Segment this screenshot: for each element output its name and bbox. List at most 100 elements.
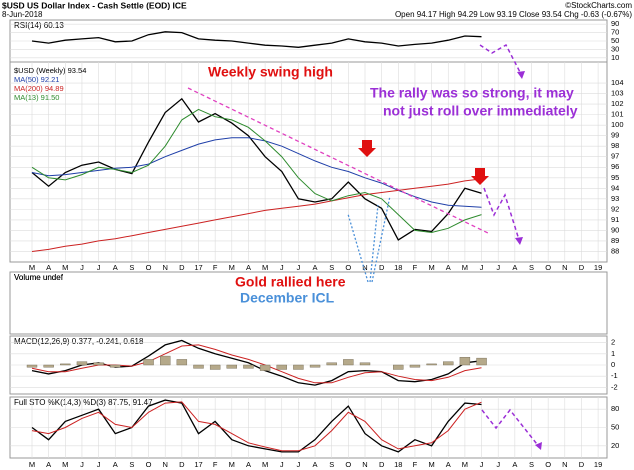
x-tick-label: M	[62, 263, 68, 272]
projection	[483, 187, 521, 244]
series-line	[31, 344, 482, 384]
x-tick-label: A	[446, 263, 451, 272]
x-tick-label: O	[545, 263, 551, 272]
histogram-bar	[26, 364, 38, 368]
x-tick-label: 19	[594, 263, 602, 272]
y-tick-label: 96	[611, 162, 619, 171]
credit: ©StockCharts.com	[565, 1, 632, 10]
x-tick-label: F	[413, 460, 418, 469]
legend-entry: MA(50) 92.21	[14, 75, 59, 84]
y-tick-label: 103	[611, 89, 624, 98]
x-tick-label: J	[480, 460, 484, 469]
x-tick-label: J	[297, 460, 301, 469]
x-tick-label: J	[280, 263, 284, 272]
histogram-bar	[293, 364, 304, 370]
histogram-bar	[276, 364, 287, 370]
projection	[479, 43, 523, 77]
x-tick-label: S	[529, 263, 534, 272]
x-tick-label: A	[246, 263, 251, 272]
x-tick-label: S	[129, 263, 134, 272]
red-arrow	[358, 140, 376, 157]
histogram-bar	[176, 359, 188, 366]
x-tick-label: N	[562, 460, 567, 469]
histogram-bar	[93, 362, 104, 366]
x-tick-label: O	[146, 263, 152, 272]
legend-entry: $USD (Weekly) 93.54	[14, 66, 86, 75]
y-tick-label: 50	[611, 422, 619, 431]
histogram-bar	[359, 362, 371, 366]
y-tick-label: 90	[611, 225, 619, 234]
series-line	[31, 31, 482, 48]
quote: Open 94.17 High 94.29 Low 93.19 Close 93…	[395, 10, 632, 19]
x-tick-label: M	[229, 460, 235, 469]
panel-frame	[9, 271, 608, 335]
y-tick-label: -1	[611, 371, 618, 380]
histogram-bar	[226, 364, 238, 369]
x-tick-label: M	[262, 460, 268, 469]
x-tick-label: 18	[394, 460, 402, 469]
x-tick-label: S	[329, 460, 334, 469]
x-tick-label: A	[113, 460, 118, 469]
blue-arrows	[347, 195, 391, 283]
x-tick-label: M	[262, 263, 268, 272]
y-tick-label: 0	[611, 360, 615, 369]
chart-title: $USD US Dollar Index - Cash Settle (EOD)…	[2, 0, 187, 10]
y-tick-label: 1	[611, 349, 615, 358]
panel-title: RSI(14) 60.13	[14, 21, 64, 30]
x-tick-label: M	[62, 460, 68, 469]
histogram-bar	[143, 359, 154, 366]
histogram-bar	[209, 364, 221, 370]
annotation-layer: Weekly swing high The rally was so stron…	[187, 43, 578, 450]
series-line	[31, 108, 482, 234]
y-tick-label: 100	[611, 120, 624, 129]
x-tick-label: N	[362, 263, 367, 272]
y-tick-label: 30	[611, 44, 619, 53]
red-arrow	[471, 168, 489, 185]
x-tick-label: S	[129, 460, 134, 469]
histogram-bar	[426, 363, 437, 366]
series-line	[31, 137, 482, 208]
x-tick-label: N	[162, 263, 167, 272]
x-tick-label: M	[29, 460, 35, 469]
x-tick-label: M	[428, 460, 434, 469]
legend-entry: MA(200) 94.89	[14, 84, 64, 93]
x-tick-label: J	[80, 263, 84, 272]
x-tick-label: A	[446, 460, 451, 469]
panel-title: Volume undef	[14, 273, 64, 282]
panel-title: Volume undef	[14, 273, 64, 282]
panel-title: Full STO %K(14,3) %D(3) 87.75, 91.47	[14, 398, 153, 407]
x-tick-label: A	[313, 263, 318, 272]
histogram-bar	[60, 363, 71, 366]
y-tick-label: 98	[611, 141, 619, 150]
histogram-bar	[259, 364, 271, 371]
x-tick-label: 18	[394, 263, 402, 272]
x-tick-label: S	[529, 460, 534, 469]
x-tick-label: J	[97, 460, 101, 469]
x-tick-label: A	[46, 263, 51, 272]
x-tick-label: 19	[594, 460, 602, 469]
x-tick-label: M	[462, 460, 468, 469]
y-tick-label: 104	[611, 78, 624, 87]
x-tick-label: 17	[194, 263, 202, 272]
histogram-bar	[76, 361, 88, 366]
y-tick-label: 95	[611, 173, 619, 182]
x-tick-label: D	[379, 460, 385, 469]
histogram-bar	[326, 362, 337, 366]
annotation: Weekly swing high	[208, 64, 333, 80]
x-tick-label: A	[512, 263, 517, 272]
annotation: December ICL	[240, 290, 335, 306]
x-tick-label: J	[496, 460, 500, 469]
panel-title: MACD(12,26,9) 0.377, -0.241, 0.618	[14, 337, 144, 346]
histogram-bar	[343, 359, 354, 366]
x-tick-label: A	[313, 460, 318, 469]
x-tick-label: A	[113, 263, 118, 272]
x-tick-label: M	[29, 263, 35, 272]
y-tick-label: 91	[611, 215, 619, 224]
x-tick-label: A	[512, 460, 517, 469]
y-tick-label: 20	[611, 441, 619, 450]
x-tick-label: D	[179, 263, 185, 272]
histogram-bar	[110, 364, 121, 368]
y-tick-label: 102	[611, 99, 624, 108]
